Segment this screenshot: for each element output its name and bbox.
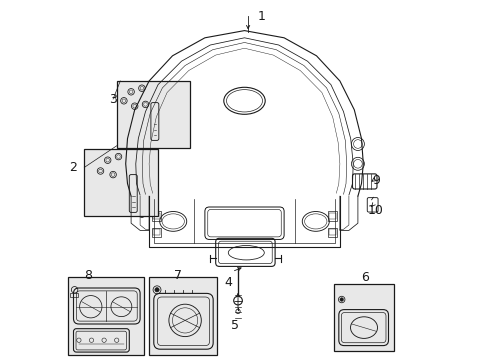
Text: 10: 10 xyxy=(367,204,383,217)
Text: 6: 6 xyxy=(361,271,368,284)
Circle shape xyxy=(235,309,240,314)
Text: 8: 8 xyxy=(84,269,92,282)
Bar xyxy=(68,277,143,355)
Text: 4: 4 xyxy=(224,276,232,289)
Text: 7: 7 xyxy=(174,269,182,282)
Bar xyxy=(327,211,337,221)
Bar xyxy=(117,81,190,148)
Bar xyxy=(151,211,161,221)
Text: 2: 2 xyxy=(69,161,77,174)
Text: 3: 3 xyxy=(109,93,117,105)
Text: 1: 1 xyxy=(257,10,265,23)
Text: 5: 5 xyxy=(231,319,239,332)
Bar xyxy=(327,228,337,237)
Bar xyxy=(334,284,393,351)
Bar xyxy=(153,213,159,219)
Bar xyxy=(329,213,335,219)
Bar xyxy=(151,228,161,237)
Circle shape xyxy=(155,288,159,292)
Text: 9: 9 xyxy=(371,174,379,186)
Bar xyxy=(84,149,158,216)
Circle shape xyxy=(233,296,242,305)
Circle shape xyxy=(339,298,343,301)
Bar xyxy=(149,277,217,355)
Bar xyxy=(329,229,335,235)
Bar xyxy=(153,229,159,235)
Bar xyxy=(70,293,78,297)
